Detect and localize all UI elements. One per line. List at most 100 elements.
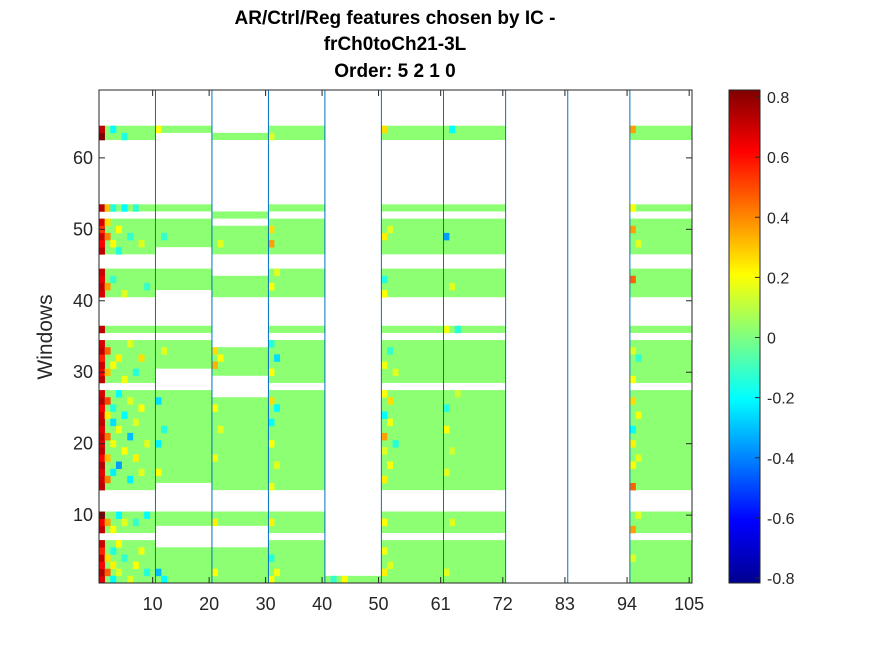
y-axis-label: Windows	[34, 294, 57, 379]
heatmap-cell-194	[635, 354, 642, 362]
colorbar-tick-label-0: 0.8	[767, 90, 789, 107]
heatmap-cell-109	[155, 440, 162, 448]
heatmap-cell-26	[99, 354, 105, 362]
colorbar-tick-label-7: -0.6	[767, 511, 795, 528]
heatmap-band-g5-r1	[381, 511, 444, 533]
heatmap-cell-120	[211, 361, 218, 369]
heatmap-cell-128	[268, 482, 275, 491]
heatmap-cell-66	[110, 240, 117, 248]
title-line-1: AR/Ctrl/Reg features chosen by IC -	[235, 8, 556, 29]
x-tick-label-94: 94	[617, 594, 637, 614]
heatmap-cell-116	[211, 568, 218, 577]
colorbar-tick-label-1: 0.6	[767, 150, 789, 167]
heatmap-cell-173	[449, 447, 456, 455]
heatmap-cell-23	[99, 375, 105, 384]
x-tick-label-50: 50	[369, 594, 389, 614]
heatmap-band-g2-r0	[211, 547, 269, 583]
heatmap-cell-105	[144, 440, 151, 448]
heatmap-cell-2	[99, 561, 105, 570]
heatmap-band-g1-r2	[155, 390, 212, 483]
heatmap-cell-38	[99, 218, 105, 227]
heatmap-cell-75	[115, 354, 122, 362]
heatmap-cell-99	[138, 468, 145, 477]
heatmap-cell-104	[144, 511, 151, 519]
heatmap-cell-27	[99, 347, 105, 355]
heatmap-cell-107	[155, 568, 162, 577]
heatmap-cell-132	[268, 368, 275, 377]
heatmap-band-g3-r4	[268, 325, 325, 333]
heatmap-cell-183	[629, 425, 636, 434]
heatmap-cell-0	[99, 575, 105, 584]
heatmap-cell-59	[110, 525, 117, 534]
heatmap-cell-178	[629, 554, 636, 562]
heatmap-cell-53	[104, 232, 111, 241]
heatmap-cell-14	[99, 447, 105, 455]
heatmap-cell-122	[217, 425, 224, 434]
heatmap-cell-147	[381, 518, 388, 527]
heatmap-cell-174	[449, 282, 456, 291]
heatmap-cell-56	[110, 575, 117, 584]
heatmap-cell-92	[132, 561, 139, 570]
heatmap-cell-93	[132, 518, 139, 527]
heatmap-band-g3-r6	[268, 218, 325, 255]
heatmap-cell-150	[381, 432, 388, 441]
x-tick-label-30: 30	[256, 594, 276, 614]
heatmap-cell-146	[381, 547, 388, 555]
heatmap-cell-134	[268, 282, 275, 291]
heatmap-band-g2-r1	[211, 511, 269, 526]
heatmap-cell-29	[99, 325, 105, 334]
heatmap-cell-17	[99, 425, 105, 434]
heatmap-band-g6-r7	[443, 204, 506, 212]
heatmap-cell-31	[99, 282, 105, 291]
heatmap-cell-12	[99, 461, 105, 469]
x-tick-label-72: 72	[493, 594, 513, 614]
heatmap-cell-90	[127, 340, 134, 348]
heatmap-cell-103	[144, 568, 151, 577]
heatmap-cell-94	[132, 454, 139, 462]
heatmap-cell-4	[99, 547, 105, 555]
heatmap-cell-5	[99, 540, 105, 548]
heatmap-cell-179	[629, 525, 636, 534]
heatmap-band-g1-r4	[155, 325, 212, 333]
heatmap-band-g7-r6	[629, 218, 692, 255]
heatmap-cell-20	[99, 404, 105, 412]
heatmap-cell-131	[268, 397, 275, 405]
heatmap-cell-139	[274, 461, 281, 469]
heatmap-cell-165	[392, 368, 399, 377]
chart-title: AR/Ctrl/Reg features chosen by IC - frCh…	[235, 8, 556, 82]
heatmap-cell-114	[161, 347, 168, 355]
heatmap-cell-42	[104, 568, 111, 577]
heatmap-cell-13	[99, 454, 105, 462]
y-axis-ticks: 10 20 30 40 50 60	[73, 148, 692, 525]
heatmap-cell-65	[110, 275, 117, 284]
heatmap-cell-148	[381, 475, 388, 484]
heatmap-cell-168	[443, 425, 450, 434]
heatmap-cell-57	[110, 561, 117, 570]
heatmap-band-g6-r4	[443, 325, 506, 333]
heatmap-cell-54	[104, 218, 111, 227]
heatmap-cell-97	[132, 204, 139, 212]
heatmap-band-g5-r0	[381, 540, 444, 583]
y-tick-label-10: 10	[73, 505, 93, 525]
heatmap-cell-18	[99, 418, 105, 427]
heatmap-cell-159	[387, 461, 393, 469]
heatmap-cell-80	[121, 447, 128, 455]
heatmap-cell-61	[110, 440, 117, 448]
heatmap-cell-112	[161, 575, 168, 584]
x-tick-label-20: 20	[199, 594, 219, 614]
heatmap-cell-155	[381, 275, 388, 284]
heatmap-cell-87	[127, 475, 134, 484]
y-tick-label-40: 40	[73, 291, 93, 311]
heatmap-band-g7-r7	[629, 204, 692, 212]
heatmap-cell-119	[211, 404, 218, 412]
heatmap-cell-129	[268, 440, 275, 448]
colorbar-tick-label-4: 0	[767, 331, 776, 348]
heatmap-cell-170	[443, 325, 450, 334]
heatmap-cell-176	[454, 390, 461, 398]
heatmap-cell-180	[629, 482, 636, 491]
heatmap-band-g6-r2	[443, 390, 506, 491]
heatmap-cell-193	[635, 411, 642, 419]
heatmap-band-g1-r5	[155, 268, 212, 291]
heatmap-cell-30	[99, 290, 105, 298]
heatmap-cell-16	[99, 432, 105, 441]
